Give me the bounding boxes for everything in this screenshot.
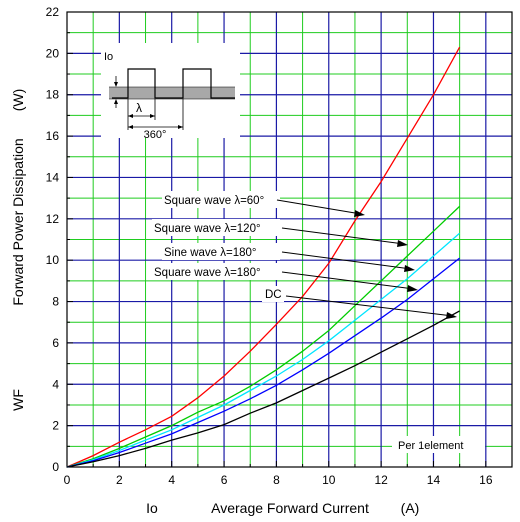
lambda-arrowhead-left [128,114,133,118]
annotation-dc: DC [265,289,282,301]
y-tick-label: 8 [52,295,59,309]
y-axis-title: Forward Power Dissipation [10,138,26,305]
arrowhead-dc [446,312,457,319]
axis-ticks [66,11,513,468]
y-tick-labels: 0 2 4 6 8 10 12 14 16 18 20 22 [46,5,60,474]
period-arrowhead-left [128,125,133,129]
x-axis-unit: (A) [401,500,420,516]
arrow-square-180 [281,271,415,290]
y-tick-label: 18 [46,88,60,102]
arrow-dc [285,295,454,317]
annotation-bg-1 [162,191,280,208]
waveform-inset: Io λ 360° [101,43,240,141]
annotation-square-180: Square wave λ=180° [154,267,261,279]
inset-pulse-waveform [112,68,235,99]
arrow-square-120 [281,227,405,245]
series-line-0 [66,46,461,468]
arrow-sine-180 [281,251,412,270]
x-tick-label: 6 [221,473,228,487]
x-tick-label: 2 [116,473,123,487]
annotation-bg-3 [162,243,280,260]
io-arrowhead-bottom [114,99,118,104]
lambda-arrowhead-right [150,114,155,118]
y-tick-label: 12 [46,212,60,226]
y-tick-label: 20 [46,46,60,60]
arrowhead-square-180 [407,285,418,292]
y-tick-label: 22 [46,5,60,19]
arrowhead-square-120 [397,240,408,247]
y-tick-label: 16 [46,129,60,143]
y-tick-label: 4 [52,377,59,391]
inset-gray-band [109,87,235,99]
series-line-2 [66,232,461,468]
series-line-1 [66,205,461,468]
annotation-square-120: Square wave λ=120° [154,223,261,235]
x-tick-label: 16 [479,473,493,487]
major-grid [67,12,512,467]
y-tick-label: 2 [52,419,59,433]
inset-io-label: Io [104,51,113,63]
per-element-note: Per 1element [398,440,463,452]
x-tick-label: 4 [168,473,175,487]
x-tick-label: 8 [273,473,280,487]
y-tick-label: 6 [52,336,59,350]
x-tick-label: 14 [427,473,441,487]
arrow-square-60 [276,199,362,215]
x-axis-prefix: Io [146,500,158,516]
x-axis-title: Average Forward Current [211,500,369,516]
period-arrowhead-right [178,125,183,129]
y-tick-label: 10 [46,253,60,267]
y-axis-unit: (W) [10,89,26,112]
x-tick-label: 0 [64,473,71,487]
series-lines [66,46,461,468]
inset-period-label: 360° [144,129,167,141]
arrowhead-sine-180 [404,265,415,272]
io-arrowhead-top [114,82,118,87]
y-axis-prefix: WF [10,389,26,411]
series-line-4 [66,310,460,468]
annotation-bg-4 [152,263,280,280]
x-tick-label: 10 [322,473,336,487]
annotations: Square wave λ=60° Square wave λ=120° Sin… [152,191,457,319]
inset-lambda-label: λ [136,101,142,115]
y-tick-label: 0 [52,460,59,474]
arrowhead-square-60 [354,210,365,217]
y-tick-label: 14 [46,170,60,184]
annotation-bg-2 [152,219,280,236]
annotation-sine-180: Sine wave λ=180° [164,247,257,259]
x-tick-label: 12 [374,473,388,487]
annotation-square-60: Square wave λ=60° [164,195,264,207]
x-tick-labels: 0 2 4 6 8 10 12 14 16 [64,473,493,487]
annotation-bg-5 [262,286,284,302]
note-background [392,436,485,453]
